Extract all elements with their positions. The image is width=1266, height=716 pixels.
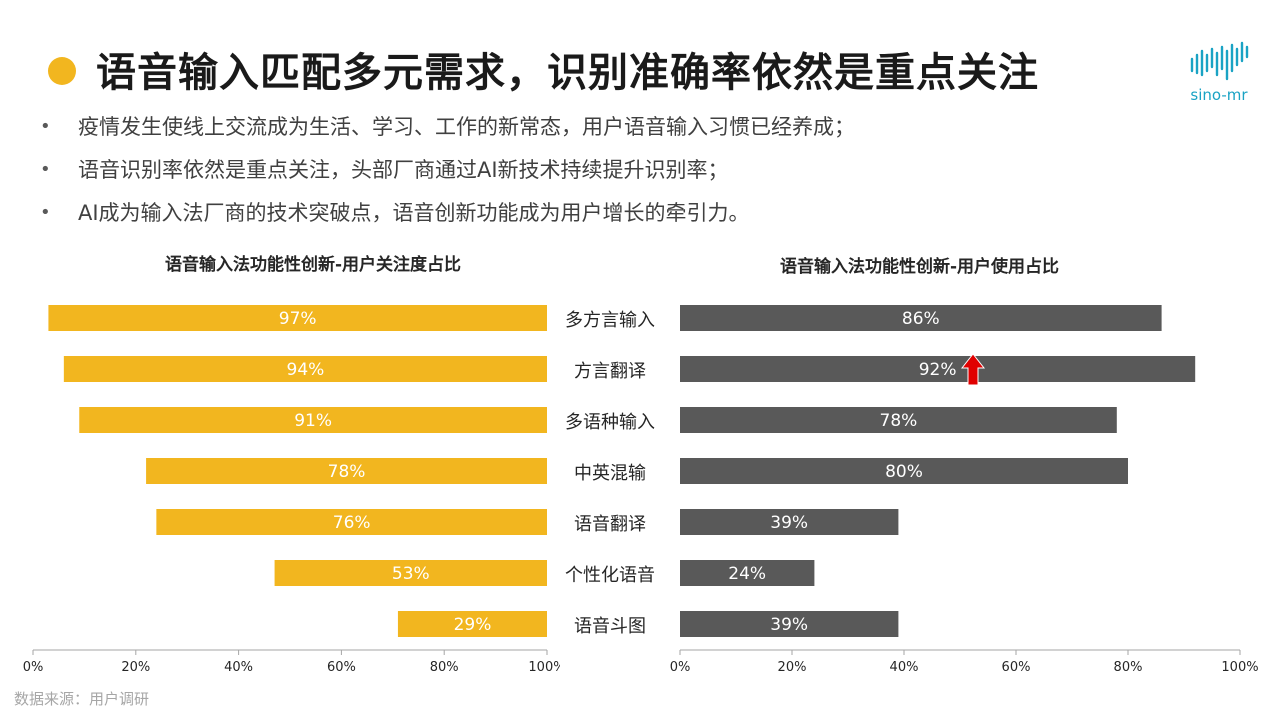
attention-bar-chart: 97% 94% 91% 78% 76% 53% 29% 100% 80% 60% 40% 20% 0% [23, 305, 560, 675]
category-label: 语音斗图 [574, 616, 646, 637]
usage-bar [680, 611, 899, 637]
attention-bar [146, 458, 547, 484]
usage-bar [680, 356, 1196, 382]
attention-bar [79, 407, 547, 433]
usage-data-label: 92% [919, 360, 957, 380]
bullet-item: 疫情发生使线上交流成为生活、学习、工作的新常态，用户语音输入习惯已经养成； [40, 112, 855, 155]
attention-data-label: 94% [287, 360, 325, 380]
logo-text: sino-mr [1190, 86, 1248, 104]
usage-tick-label: 40% [890, 660, 919, 675]
attention-data-label: 91% [294, 411, 332, 431]
usage-data-label: 24% [728, 564, 766, 584]
usage-bar-chart: 86% 92% 78% 80% 39% 24% 39% 0% 20% 40% 60% 80% 100% [670, 305, 1259, 675]
attention-data-label: 97% [279, 309, 317, 329]
usage-tick-label: 0% [670, 660, 691, 675]
attention-tick-label: 80% [430, 660, 459, 675]
attention-bar [156, 509, 548, 535]
up-arrow-icon [960, 353, 986, 386]
attention-tick-label: 60% [327, 660, 356, 675]
category-label: 个性化语音 [565, 565, 655, 586]
usage-bar [680, 560, 815, 586]
category-label: 中英混输 [574, 463, 646, 484]
title-bullet-dot [48, 57, 76, 85]
bullet-item: AI成为输入法厂商的技术突破点，语音创新功能成为用户增长的牵引力。 [40, 198, 855, 241]
right-chart-title: 语音输入法功能性创新-用户使用占比 [780, 257, 1060, 277]
usage-data-label: 86% [902, 309, 940, 329]
attention-data-label: 53% [392, 564, 430, 584]
bullet-list: 疫情发生使线上交流成为生活、学习、工作的新常态，用户语音输入习惯已经养成； 语音… [40, 112, 855, 241]
attention-bar [63, 356, 548, 382]
usage-bar [680, 458, 1128, 484]
usage-tick-label: 100% [1221, 660, 1258, 675]
category-label: 方言翻译 [574, 361, 646, 382]
usage-bar [680, 509, 899, 535]
category-label: 多语种输入 [565, 412, 655, 433]
attention-data-label: 76% [333, 513, 371, 533]
usage-tick-label: 60% [1002, 660, 1031, 675]
bullet-item: 语音识别率依然是重点关注，头部厂商通过AI新技术持续提升识别率； [40, 155, 855, 198]
attention-bar [48, 305, 548, 331]
attention-bar [397, 611, 547, 637]
category-label: 多方言输入 [565, 310, 655, 331]
attention-tick-label: 20% [121, 660, 150, 675]
attention-data-label: 78% [328, 462, 366, 482]
usage-data-label: 39% [770, 513, 808, 533]
sino-mr-logo-icon [1190, 41, 1249, 81]
attention-tick-label: 0% [23, 660, 44, 675]
attention-data-label: 29% [454, 615, 492, 635]
usage-bar [680, 407, 1117, 433]
category-label: 语音翻译 [574, 514, 646, 535]
left-chart-title: 语音输入法功能性创新-用户关注度占比 [165, 255, 462, 275]
page-title: 语音输入匹配多元需求，识别准确率依然是重点关注 [96, 50, 1039, 96]
usage-data-label: 39% [770, 615, 808, 635]
usage-data-label: 80% [885, 462, 923, 482]
usage-bar [680, 305, 1162, 331]
usage-tick-label: 80% [1114, 660, 1143, 675]
attention-tick-label: 40% [224, 660, 253, 675]
data-source-note: 数据来源：用户调研 [14, 690, 150, 708]
attention-tick-label: 100% [528, 660, 560, 675]
usage-data-label: 78% [880, 411, 918, 431]
attention-bar [274, 560, 547, 586]
usage-tick-label: 20% [778, 660, 807, 675]
